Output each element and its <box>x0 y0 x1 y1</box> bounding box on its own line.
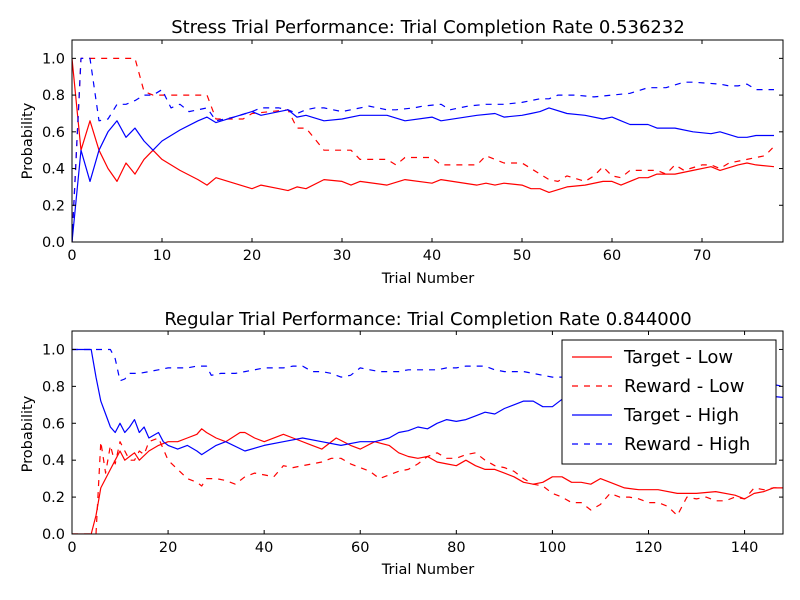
chart-stress: Stress Trial Performance: Trial Completi… <box>20 17 784 287</box>
y-tick-label: 0.4 <box>42 453 65 469</box>
legend-label: Target - High <box>623 405 739 426</box>
series-group <box>72 57 775 242</box>
chart-title: Regular Trial Performance: Trial Complet… <box>164 309 691 330</box>
x-axis-label: Trial Number <box>381 562 475 578</box>
y-tick-label: 1.0 <box>42 342 65 358</box>
legend: Target - Low Reward - Low Target - High … <box>561 339 777 465</box>
legend-box <box>561 339 777 465</box>
x-tick-label: 70 <box>693 248 711 264</box>
x-tick-label: 60 <box>351 540 369 556</box>
x-tick-label: 60 <box>603 248 621 264</box>
x-tick-label: 20 <box>243 248 261 264</box>
legend-label: Reward - Low <box>624 376 744 397</box>
axes-frame <box>71 39 784 243</box>
legend-label: Target - Low <box>623 347 733 368</box>
y-tick-label: 0.6 <box>42 125 65 141</box>
x-tick-label: 40 <box>423 248 441 264</box>
plot-area: 0 20 40 60 80 100 120 140 0.0 0.2 0.4 0.6 0.8 1.0 <box>42 330 784 556</box>
x-tick-label: 100 <box>539 540 567 556</box>
legend-label: Reward - High <box>624 434 750 455</box>
x-tick-label: 30 <box>333 248 351 264</box>
series-line-1 <box>72 57 775 242</box>
series-line-0 <box>72 58 775 193</box>
series-line-2 <box>72 107 774 242</box>
x-tick-label: 120 <box>635 540 663 556</box>
x-tick-label: 0 <box>67 248 76 264</box>
y-tick-label: 0.2 <box>42 490 65 506</box>
y-tick-label: 0.0 <box>42 235 65 251</box>
x-tick-label: 10 <box>153 248 171 264</box>
chart-regular: Regular Trial Performance: Trial Complet… <box>20 309 784 578</box>
x-tick-label: 20 <box>159 540 177 556</box>
y-tick-label: 0.0 <box>42 527 65 543</box>
y-tick-label: 0.2 <box>42 198 65 214</box>
axes-frame <box>71 330 784 535</box>
y-tick-label: 0.8 <box>42 88 65 104</box>
y-tick-label: 1.0 <box>42 51 65 67</box>
x-axis-label: Trial Number <box>381 271 475 287</box>
series-line-0 <box>72 428 783 534</box>
x-tick-label: 140 <box>731 540 759 556</box>
y-tick-label: 0.4 <box>42 162 65 178</box>
y-axis-label: Probability <box>20 102 36 179</box>
x-tick-label: 80 <box>447 540 465 556</box>
x-tick-label: 40 <box>255 540 273 556</box>
plot-area: 0 10 20 30 40 50 60 70 0.0 0.2 0.4 0.6 0.8 1.0 <box>42 39 784 264</box>
y-axis-label: Probability <box>20 395 36 472</box>
x-tick-label: 0 <box>67 540 76 556</box>
chart-title: Stress Trial Performance: Trial Completi… <box>171 17 685 38</box>
y-tick-label: 0.8 <box>42 379 65 395</box>
y-tick-label: 0.6 <box>42 416 65 432</box>
x-tick-label: 50 <box>513 248 531 264</box>
series-line-3 <box>72 57 774 242</box>
series-line-1 <box>72 437 783 534</box>
